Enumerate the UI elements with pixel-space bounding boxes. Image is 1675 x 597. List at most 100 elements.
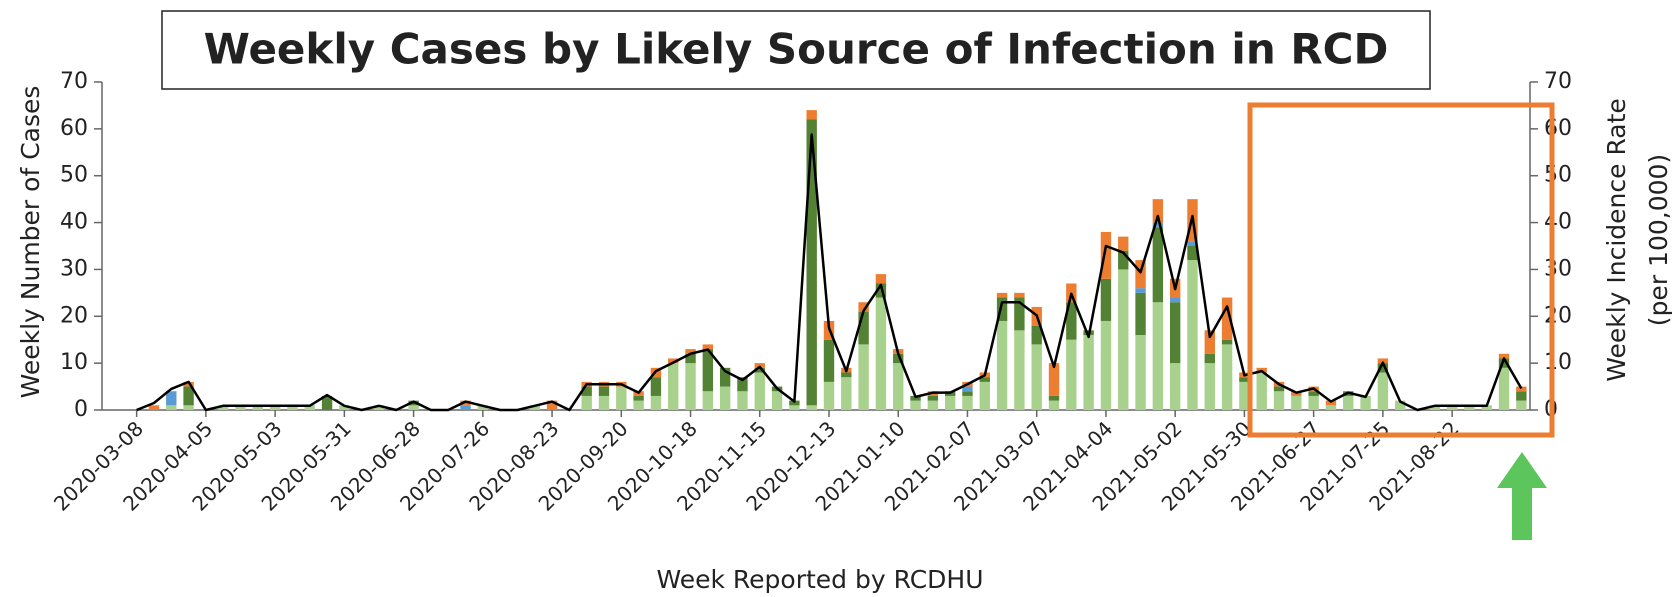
bar <box>944 395 956 410</box>
bar <box>1118 269 1129 410</box>
bar <box>1239 381 1250 410</box>
bar <box>858 311 869 345</box>
bar <box>1377 363 1389 373</box>
bar <box>408 400 419 406</box>
bar <box>1377 358 1389 364</box>
bar <box>1118 236 1129 251</box>
bar <box>754 372 765 410</box>
bar <box>702 349 714 392</box>
bar <box>1169 297 1181 303</box>
bar <box>737 377 748 392</box>
bar <box>581 386 592 396</box>
bar <box>1135 335 1146 410</box>
y-tick-label: 30 <box>60 256 88 281</box>
bar <box>321 395 333 410</box>
bar <box>719 386 731 410</box>
bar <box>1152 302 1164 410</box>
bar <box>616 386 627 410</box>
bar <box>598 386 610 396</box>
bar <box>1048 363 1060 396</box>
bar <box>1360 395 1371 410</box>
bar <box>1239 377 1250 382</box>
bar <box>927 400 939 410</box>
bar <box>668 363 679 410</box>
bar <box>1291 395 1302 410</box>
bar <box>962 386 973 392</box>
y2-tick-label: 30 <box>1544 256 1572 281</box>
y-tick-label: 10 <box>60 350 88 375</box>
bar <box>269 405 281 410</box>
bar <box>702 391 714 410</box>
plot-area: 0102030405060700102030405060702020-03-08… <box>49 69 1572 516</box>
y2-tick-label: 50 <box>1544 163 1572 188</box>
bar <box>252 405 264 410</box>
bar <box>1135 292 1146 336</box>
bar <box>737 391 748 410</box>
bar <box>910 400 921 410</box>
bar <box>598 395 610 410</box>
bar <box>1066 339 1077 410</box>
bar <box>650 377 662 396</box>
bar <box>339 405 350 410</box>
bar <box>754 367 765 373</box>
bar <box>1169 363 1181 410</box>
bar <box>1066 302 1077 340</box>
bar <box>1152 199 1164 223</box>
y-tick-label: 70 <box>60 69 88 94</box>
bar <box>1256 372 1267 410</box>
y2-axis-title: Weekly Incidence Rate <box>1602 98 1631 382</box>
bar <box>1221 344 1233 410</box>
bar <box>1014 292 1025 298</box>
bar <box>996 297 1008 321</box>
bar <box>893 353 904 364</box>
bar <box>1325 405 1337 410</box>
bar <box>460 400 471 406</box>
bar <box>823 381 835 410</box>
bar <box>1273 391 1285 410</box>
bar <box>166 405 177 410</box>
bar <box>962 391 973 396</box>
bar <box>789 400 800 406</box>
y-tick-label: 20 <box>60 303 88 328</box>
bar <box>183 386 194 406</box>
bar <box>546 400 558 410</box>
bar <box>1135 288 1146 293</box>
bar <box>719 367 731 387</box>
bar <box>1100 231 1112 279</box>
y-tick-label: 50 <box>60 163 88 188</box>
bar <box>858 344 869 410</box>
bar <box>789 405 800 410</box>
bar <box>1498 367 1510 410</box>
y2-tick-label: 20 <box>1544 303 1572 328</box>
bar <box>875 283 887 298</box>
bar <box>373 405 385 410</box>
bar <box>962 395 973 410</box>
y-axis-title: Weekly Number of Cases <box>16 86 45 399</box>
bar <box>477 405 489 410</box>
bar <box>685 353 696 364</box>
bar <box>1516 400 1527 410</box>
x-axis-title: Week Reported by RCDHU <box>656 565 983 594</box>
bar <box>1048 400 1060 410</box>
bar <box>668 358 679 364</box>
bar <box>927 395 939 401</box>
bar <box>408 405 419 410</box>
bar <box>581 395 592 410</box>
bar <box>875 297 887 410</box>
bar <box>702 344 714 350</box>
bar <box>1031 325 1042 345</box>
bar <box>287 405 298 410</box>
bar <box>529 405 540 410</box>
arrow <box>1497 452 1547 540</box>
bar <box>841 372 852 378</box>
bar <box>823 339 835 382</box>
bar <box>1325 400 1337 406</box>
bar <box>841 377 852 410</box>
bar <box>1516 391 1527 401</box>
bar <box>1204 353 1215 364</box>
bar <box>633 400 644 410</box>
bar <box>148 405 160 410</box>
bar <box>685 349 696 354</box>
bar <box>1014 297 1025 331</box>
bar <box>1394 400 1406 410</box>
